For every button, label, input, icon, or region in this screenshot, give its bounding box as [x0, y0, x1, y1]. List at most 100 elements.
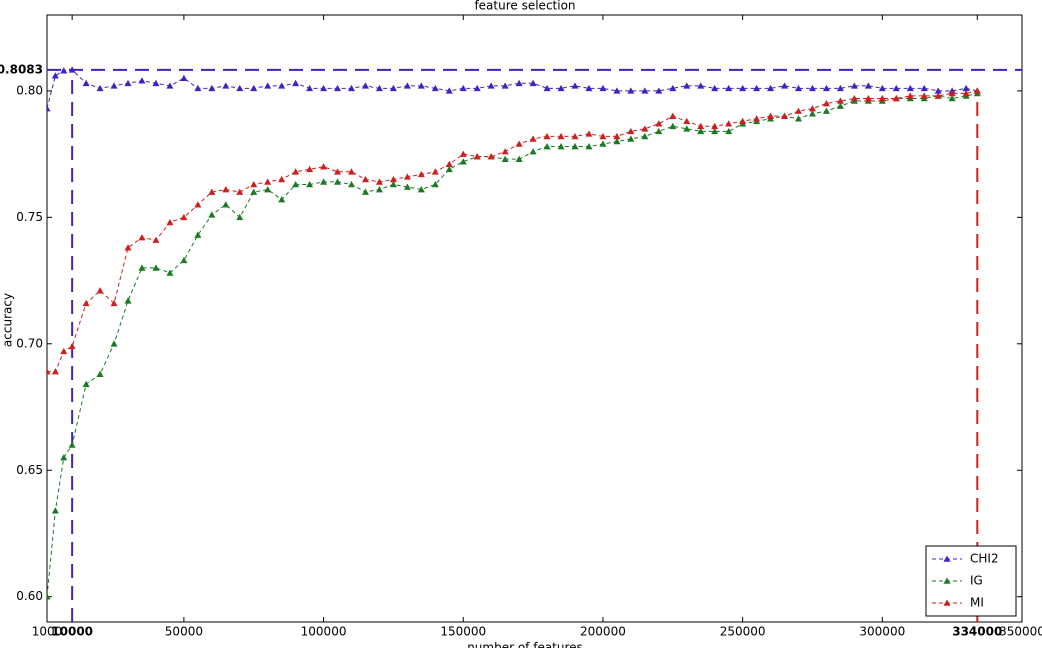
legend-marker: [943, 577, 951, 584]
data-point: [557, 84, 565, 92]
data-point: [96, 84, 104, 92]
data-point: [795, 115, 803, 122]
data-point: [585, 84, 593, 92]
data-point: [152, 79, 160, 87]
data-point: [110, 299, 118, 307]
data-point: [739, 84, 747, 92]
data-point: [822, 100, 830, 107]
data-point: [334, 168, 342, 175]
data-point: [417, 186, 425, 193]
x-tick-label: 300000: [859, 625, 905, 639]
data-point: [599, 140, 607, 147]
data-point: [529, 148, 537, 155]
data-point: [599, 132, 607, 140]
data-point: [47, 368, 51, 375]
data-point: [431, 84, 439, 92]
data-point: [250, 180, 258, 188]
data-point: [739, 117, 747, 125]
data-point: [920, 84, 928, 92]
data-point: [697, 82, 705, 89]
x-tick-label: 50000: [165, 625, 203, 639]
data-point: [725, 84, 733, 92]
legend-marker: [943, 555, 951, 562]
data-point: [236, 84, 244, 92]
data-point: [669, 84, 677, 92]
data-point: [208, 188, 216, 195]
data-point: [655, 120, 663, 127]
data-point: [822, 84, 830, 92]
data-point: [166, 82, 174, 89]
x-tick-label: 100000: [301, 625, 347, 639]
data-point: [962, 89, 970, 97]
data-point: [571, 143, 579, 150]
data-point: [864, 94, 872, 102]
data-point: [152, 236, 160, 243]
data-point: [850, 82, 858, 89]
data-point: [236, 188, 244, 195]
data-point: [60, 347, 68, 355]
data-point: [194, 201, 202, 208]
data-point: [194, 231, 202, 238]
data-point: [166, 269, 174, 276]
data-point: [445, 87, 453, 94]
data-point: [655, 87, 663, 94]
data-point: [767, 112, 775, 119]
data-point: [138, 234, 146, 241]
data-point: [753, 115, 761, 122]
data-point: [278, 82, 286, 89]
data-point: [208, 84, 216, 92]
data-point: [641, 87, 649, 94]
data-point: [878, 94, 886, 102]
data-point: [306, 84, 314, 92]
data-point: [320, 163, 328, 170]
data-point: [459, 84, 467, 92]
data-point: [669, 112, 677, 119]
data-point: [68, 441, 76, 448]
data-point: [320, 84, 328, 92]
x-tick-label: 334000: [952, 625, 1002, 639]
data-point: [808, 105, 816, 112]
data-point: [585, 130, 593, 137]
plot-frame: [46, 14, 1023, 623]
data-point: [306, 165, 314, 173]
data-point: [110, 340, 118, 347]
data-point: [124, 297, 132, 304]
data-point: [445, 160, 453, 168]
data-point: [501, 82, 509, 89]
data-point: [47, 593, 51, 600]
data-point: [850, 94, 858, 102]
x-tick-label: 200000: [580, 625, 626, 639]
data-point: [194, 84, 202, 92]
data-point: [348, 84, 356, 92]
data-point: [753, 84, 761, 92]
legend-label: MI: [970, 596, 984, 610]
data-point: [795, 107, 803, 114]
data-point: [292, 168, 300, 175]
data-point: [627, 135, 635, 142]
data-point: [68, 66, 76, 73]
data-point: [934, 92, 942, 99]
data-point: [292, 79, 300, 87]
data-point: [571, 82, 579, 89]
x-axis-label: number of features: [467, 641, 583, 648]
data-point: [697, 122, 705, 130]
legend-marker: [943, 599, 951, 606]
data-point: [641, 125, 649, 132]
data-point: [124, 244, 132, 251]
data-point: [403, 82, 411, 89]
series-line: [47, 69, 978, 109]
data-point: [180, 74, 188, 82]
data-point: [892, 94, 900, 102]
data-point: [180, 213, 188, 221]
chart-title: feature selection: [474, 0, 575, 13]
x-tick-label: 1000: [32, 625, 63, 639]
data-point: [515, 140, 523, 147]
data-point: [60, 454, 68, 461]
data-point: [767, 84, 775, 92]
data-point: [278, 196, 286, 203]
y-tick-label: 0.70: [16, 336, 43, 350]
data-point: [180, 256, 188, 264]
data-point: [403, 183, 411, 190]
data-point: [250, 188, 258, 195]
data-point: [515, 155, 523, 162]
